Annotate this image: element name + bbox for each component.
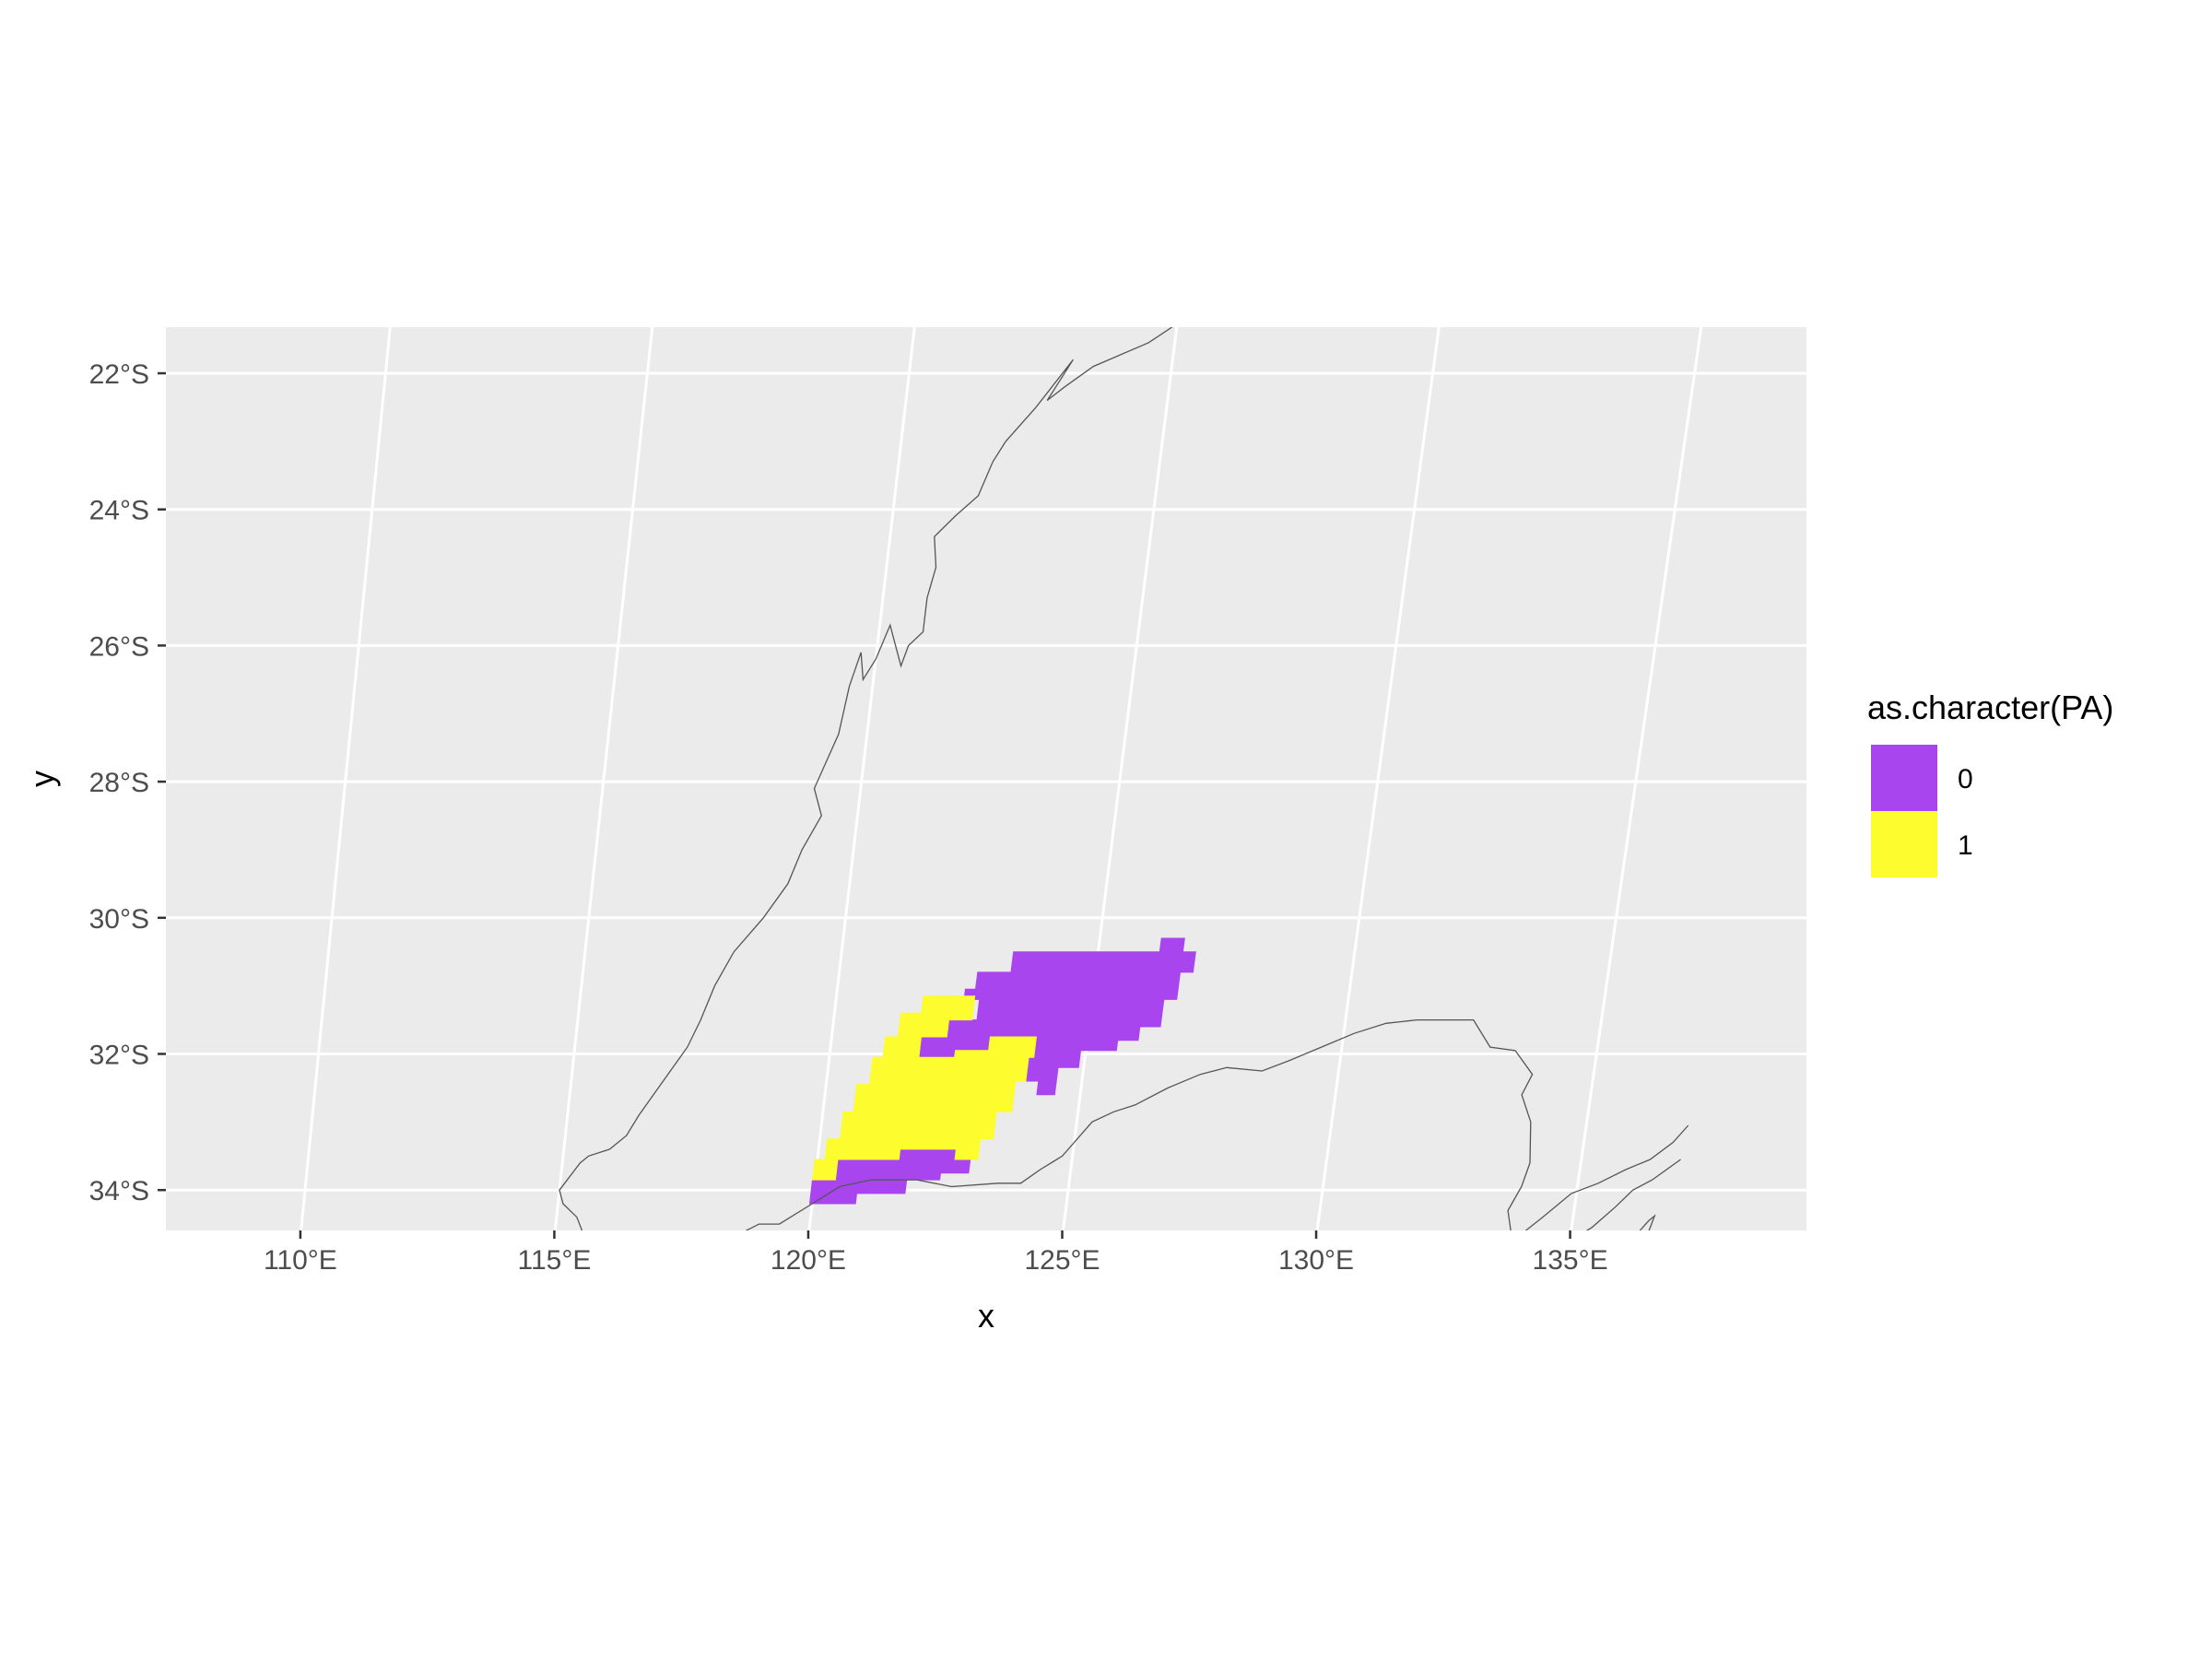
coastline-segment (1585, 1159, 1681, 1230)
y-axis-title: y (23, 771, 61, 787)
coastline-segment (559, 327, 1173, 1230)
legend-title: as.character(PA) (1867, 688, 2113, 726)
x-tick-label: 135°E (1533, 1245, 1608, 1276)
x-tick-label: 130°E (1278, 1245, 1354, 1276)
legend-label-1: 1 (1958, 830, 1973, 861)
coastline-segment (1524, 1124, 1689, 1230)
legend-key-0 (1871, 745, 1937, 811)
x-tick-label: 115°E (518, 1245, 592, 1276)
gridline-lon (807, 327, 916, 1230)
gridline-lon (1061, 327, 1179, 1230)
coastline (559, 327, 1689, 1230)
x-axis: 110°E 115°E 120°E 125°E 130°E 135°E (264, 1230, 1608, 1276)
graticule-longitude (300, 327, 1703, 1230)
gridline-lon (1315, 327, 1441, 1230)
x-tick-label: 120°E (771, 1245, 846, 1276)
x-tick-label: 125°E (1024, 1245, 1100, 1276)
y-tick-label: 30°S (89, 904, 149, 935)
coastline-segment (1639, 1214, 1656, 1230)
gridline-lon (1570, 327, 1703, 1230)
gridline-lon (300, 327, 392, 1230)
legend-key-1 (1871, 811, 1937, 877)
y-axis: 22°S 24°S 26°S 28°S 30°S 32°S 34°S (89, 359, 166, 1206)
x-tick-label: 110°E (264, 1245, 337, 1276)
y-tick-label: 22°S (89, 359, 149, 390)
y-tick-label: 32°S (89, 1041, 149, 1071)
coastline-segment (745, 1018, 1534, 1230)
graticule-latitude (166, 371, 1806, 1192)
x-axis-title: x (978, 1297, 994, 1335)
y-tick-label: 34°S (89, 1176, 149, 1206)
legend: as.character(PA) 0 1 (1867, 688, 2113, 877)
gridline-lon (553, 327, 654, 1230)
y-tick-label: 28°S (89, 768, 149, 798)
y-tick-label: 24°S (89, 496, 149, 526)
raster-cells (808, 937, 1196, 1205)
y-tick-label: 26°S (89, 631, 149, 662)
legend-label-0: 0 (1958, 764, 1973, 794)
raster-region-class-1 (811, 995, 1037, 1181)
